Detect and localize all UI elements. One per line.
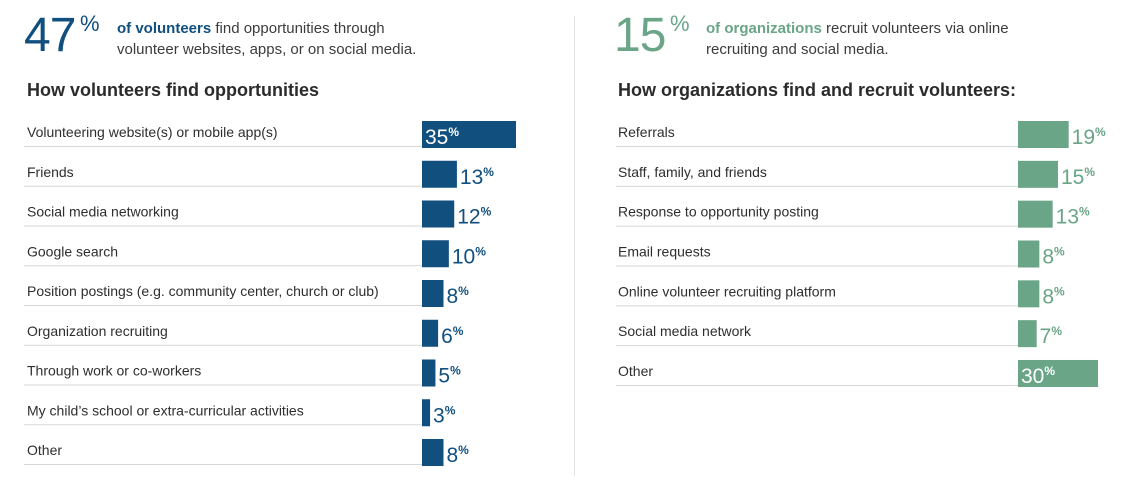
category-label: Staff, family, and friends xyxy=(618,164,767,180)
bar xyxy=(1018,280,1040,308)
headline-stat: 47 xyxy=(24,9,76,62)
headline-bold-text: of organizations xyxy=(706,20,822,37)
organizations-bar-chart: Referrals 19% Staff, family, and friends 15… xyxy=(616,121,1106,388)
value-label: 7% xyxy=(1040,324,1063,348)
headline-bold-text: of volunteers xyxy=(117,20,212,37)
panel-divider xyxy=(574,16,575,476)
category-label: Through work or co-workers xyxy=(27,363,201,379)
value-label: 30% xyxy=(1021,364,1055,388)
value-number: 8 xyxy=(446,444,458,467)
value-unit: % xyxy=(458,284,469,298)
value-number: 15 xyxy=(1061,166,1084,189)
bar xyxy=(1018,200,1053,228)
headline-text: of organizations recruit volunteers via … xyxy=(706,18,1066,60)
value-unit: % xyxy=(1095,125,1106,139)
value-label: 35% xyxy=(425,125,459,149)
organizations-panel: 15 % of organizations recruit volunteers… xyxy=(590,0,1131,496)
value-number: 7 xyxy=(1040,325,1052,348)
value-label: 10% xyxy=(452,244,486,268)
headline-text: of volunteers find opportunities through… xyxy=(117,18,447,60)
value-label: 19% xyxy=(1072,125,1106,149)
value-number: 35 xyxy=(425,126,448,149)
bar xyxy=(1018,240,1040,268)
headline-stat-unit: % xyxy=(670,11,690,36)
value-unit: % xyxy=(1054,284,1065,298)
value-unit: % xyxy=(445,403,456,417)
value-unit: % xyxy=(1054,244,1065,258)
value-unit: % xyxy=(448,125,459,139)
bar xyxy=(422,240,449,268)
value-label: 8% xyxy=(1042,284,1065,308)
value-number: 5 xyxy=(438,365,450,388)
value-unit: % xyxy=(481,205,492,219)
value-label: 15% xyxy=(1061,165,1095,189)
category-label: Google search xyxy=(27,243,118,259)
category-label: Response to opportunity posting xyxy=(618,204,819,220)
volunteers-chart-title: How volunteers find opportunities xyxy=(27,80,319,100)
value-label: 8% xyxy=(446,443,469,467)
bar xyxy=(422,439,444,466)
bar xyxy=(1018,320,1037,348)
value-number: 8 xyxy=(1042,245,1054,268)
value-number: 12 xyxy=(457,206,480,229)
headline-stat-unit: % xyxy=(80,11,100,36)
value-number: 8 xyxy=(1042,285,1054,308)
value-label: 6% xyxy=(441,324,464,348)
bar xyxy=(422,121,516,148)
value-label: 3% xyxy=(433,403,456,427)
value-unit: % xyxy=(483,165,494,179)
value-number: 13 xyxy=(460,166,483,189)
value-number: 10 xyxy=(452,245,475,268)
bar xyxy=(1018,359,1098,387)
value-unit: % xyxy=(450,364,461,378)
volunteers-panel: 47 % of volunteers find opportunities th… xyxy=(24,9,516,467)
category-label: Position postings (e.g. community center… xyxy=(27,283,379,299)
value-number: 8 xyxy=(446,285,458,308)
bar xyxy=(422,200,455,228)
category-label: Other xyxy=(618,363,653,379)
bar xyxy=(1018,160,1058,188)
value-label: 8% xyxy=(446,284,469,308)
value-label: 8% xyxy=(1042,244,1065,268)
value-unit: % xyxy=(1051,324,1062,338)
value-number: 19 xyxy=(1072,126,1095,149)
value-number: 6 xyxy=(441,325,453,348)
category-label: Organization recruiting xyxy=(27,323,168,339)
category-label: Other xyxy=(27,442,62,458)
category-label: Social media networking xyxy=(27,204,179,220)
value-number: 13 xyxy=(1056,206,1079,229)
value-number: 30 xyxy=(1021,365,1044,388)
bar xyxy=(1018,121,1069,148)
headline-body-text: recruit volunteers via online recruiting… xyxy=(706,20,1009,58)
value-unit: % xyxy=(1044,364,1055,378)
category-label: Online volunteer recruiting platform xyxy=(618,283,836,299)
value-label: 5% xyxy=(438,364,461,388)
value-unit: % xyxy=(475,244,486,258)
value-unit: % xyxy=(458,443,469,457)
value-label: 12% xyxy=(457,205,491,229)
category-label: My child’s school or extra-curricular ac… xyxy=(27,402,304,418)
category-label: Social media network xyxy=(618,323,752,339)
category-label: Volunteering website(s) or mobile app(s) xyxy=(27,124,278,140)
value-label: 13% xyxy=(460,165,494,189)
category-label: Email requests xyxy=(618,243,711,259)
bar xyxy=(422,280,444,307)
value-label: 13% xyxy=(1056,205,1090,229)
bar xyxy=(422,160,457,188)
value-unit: % xyxy=(1084,165,1095,179)
organizations-chart-title: How organizations find and recruit volun… xyxy=(618,80,1017,100)
category-label: Referrals xyxy=(618,124,675,140)
volunteers-bar-chart: Volunteering website(s) or mobile app(s)… xyxy=(24,121,516,467)
value-unit: % xyxy=(453,324,464,338)
headline-body-text: find opportunities through volunteer web… xyxy=(117,20,417,58)
bar xyxy=(422,359,436,387)
headline-stat: 15 xyxy=(614,9,666,62)
bar xyxy=(422,319,439,347)
value-unit: % xyxy=(1079,205,1090,219)
bar xyxy=(422,399,431,427)
value-number: 3 xyxy=(433,404,445,427)
category-label: Friends xyxy=(27,164,74,180)
